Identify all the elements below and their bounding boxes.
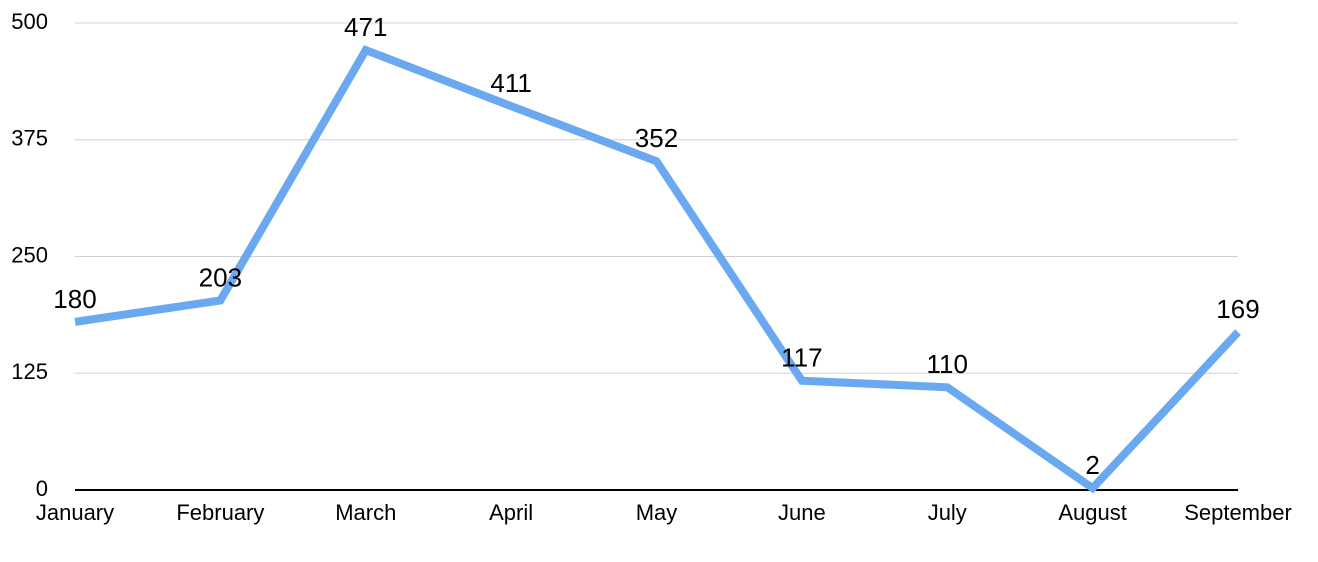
data-label: 411	[490, 68, 531, 98]
y-tick-label: 500	[11, 9, 48, 34]
x-tick-label: May	[636, 500, 678, 525]
data-label: 180	[53, 284, 96, 314]
y-tick-label: 375	[11, 126, 48, 151]
y-tick-label: 250	[11, 242, 48, 267]
x-tick-label: April	[489, 500, 533, 525]
x-tick-label: January	[36, 500, 114, 525]
x-tick-label: July	[928, 500, 967, 525]
x-tick-label: August	[1058, 500, 1127, 525]
x-tick-label: March	[335, 500, 396, 525]
x-tick-label: February	[176, 500, 264, 525]
data-label: 471	[344, 12, 387, 42]
y-tick-label: 125	[11, 359, 48, 384]
data-label: 2	[1085, 450, 1099, 480]
x-tick-label: September	[1184, 500, 1292, 525]
data-label: 117	[781, 343, 822, 373]
data-label: 169	[1216, 294, 1259, 324]
x-tick-label: June	[778, 500, 826, 525]
data-line	[74, 45, 1241, 494]
data-label: 352	[635, 123, 678, 153]
y-tick-label: 0	[36, 476, 48, 501]
data-label: 203	[199, 262, 242, 292]
data-label: 110	[927, 349, 968, 379]
